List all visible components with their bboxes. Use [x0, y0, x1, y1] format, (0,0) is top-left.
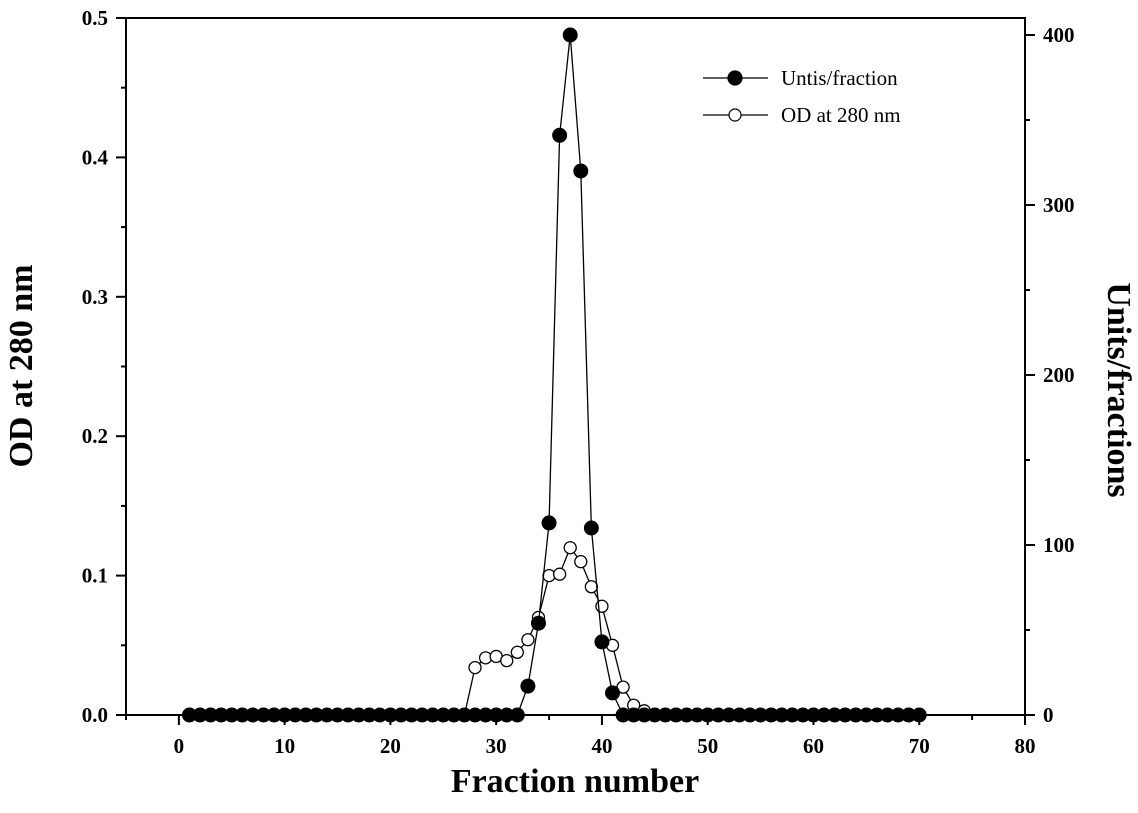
- series-layer: [181, 27, 927, 723]
- y-right-tick-label: 200: [1043, 363, 1075, 387]
- data-point: [584, 580, 599, 594]
- y-axis-title-left: OD at 280 nm: [3, 264, 40, 467]
- y-right-tick-label: 400: [1043, 23, 1075, 47]
- y-left-tick-label: 0.2: [82, 424, 108, 448]
- data-point: [563, 541, 577, 555]
- x-tick-label: 0: [174, 734, 185, 758]
- data-point: [530, 615, 546, 631]
- data-point: [509, 707, 525, 723]
- data-point: [500, 653, 514, 668]
- data-point: [594, 634, 610, 650]
- series-units-per-fraction: [181, 27, 927, 723]
- x-tick-label: 40: [591, 734, 612, 758]
- y-left-tick-label: 0.4: [82, 145, 109, 169]
- y-left-tick-label: 0.3: [82, 285, 108, 309]
- y-right-tick-label: 100: [1043, 533, 1075, 557]
- data-point: [562, 27, 578, 43]
- legend: Untis/fraction OD at 280 nm: [703, 66, 901, 127]
- data-point: [520, 678, 536, 694]
- y-left-tick-label: 0.5: [82, 6, 108, 30]
- legend-label-od: OD at 280 nm: [781, 103, 901, 127]
- data-point: [521, 633, 535, 647]
- data-point: [605, 685, 621, 701]
- data-point: [583, 520, 599, 536]
- x-tick-label: 30: [486, 734, 507, 758]
- y-axis-title-right: Units/fractions: [1100, 282, 1137, 497]
- x-axis-title: Fraction number: [451, 763, 699, 800]
- legend-label-units: Untis/fraction: [781, 66, 898, 90]
- x-tick-label: 70: [909, 734, 930, 758]
- data-point: [574, 555, 588, 569]
- data-point: [468, 660, 482, 675]
- x-tick-label: 50: [697, 734, 718, 758]
- data-point: [573, 163, 589, 179]
- x-tick-label: 80: [1015, 734, 1036, 758]
- y-right-tick-label: 0: [1043, 703, 1054, 727]
- y-right-tick-label: 300: [1043, 193, 1075, 217]
- y-left-tick-label: 0.0: [82, 703, 108, 727]
- ticks-layer: 0 10 20 30 40 50 60 70 80 0.0 0.1 0.2 0.3 0.4 0.5 0 100 2…: [82, 6, 1075, 758]
- data-point: [541, 515, 557, 531]
- x-tick-label: 10: [274, 734, 295, 758]
- x-tick-label: 60: [803, 734, 824, 758]
- y-left-tick-label: 0.1: [82, 564, 108, 588]
- data-point: [911, 707, 927, 723]
- legend-marker-od: [728, 108, 742, 122]
- data-point: [552, 567, 567, 581]
- x-tick-label: 20: [380, 734, 401, 758]
- legend-marker-units: [727, 70, 743, 86]
- data-point: [510, 645, 524, 659]
- series-od-280: [182, 541, 926, 722]
- data-point: [552, 127, 568, 143]
